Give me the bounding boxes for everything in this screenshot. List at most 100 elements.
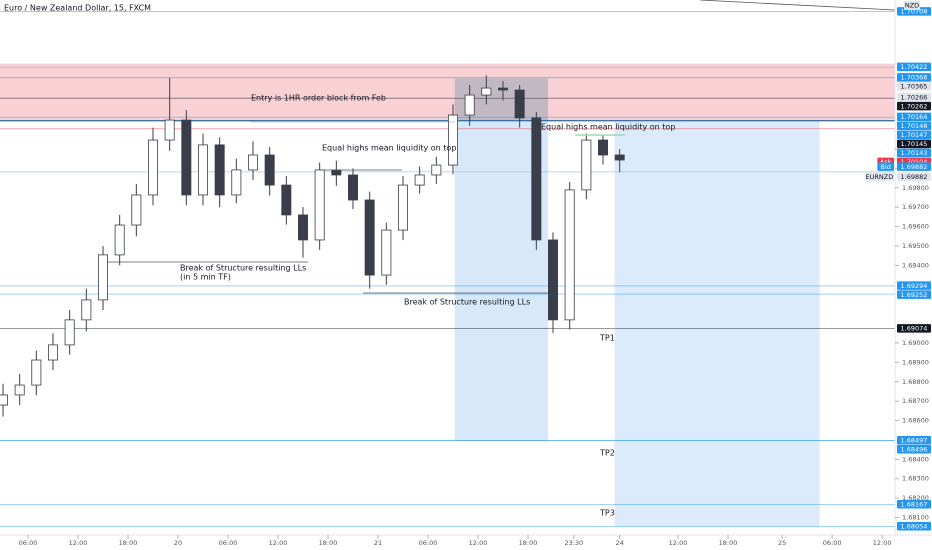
candle-body <box>31 359 42 386</box>
annotation: Break of Structure resulting LLs <box>180 264 306 273</box>
levels <box>0 11 895 527</box>
candle-body <box>431 164 442 176</box>
y-tick-label: 1.69400 <box>902 261 929 269</box>
candle-body <box>298 214 308 241</box>
price-label-box <box>897 500 931 509</box>
price-label-box <box>897 324 931 333</box>
chart-title: Euro / New Zealand Dollar, 15, FXCM <box>4 4 151 13</box>
x-tick-label: 18:00 <box>519 539 538 547</box>
x-tick-label: 06:00 <box>823 539 842 547</box>
price-label: 1.70164 <box>901 113 928 121</box>
price-label-box <box>897 521 931 531</box>
y-tick-label: 1.68800 <box>902 378 929 386</box>
candle-body <box>531 117 542 241</box>
candle-body <box>64 319 75 346</box>
price-label-box <box>897 62 931 72</box>
price-label: 1.70148 <box>901 122 928 130</box>
tp-label: TP2 <box>599 449 615 458</box>
candle-body <box>548 239 558 321</box>
price-axis: 1.700001.699001.698001.697001.696001.695… <box>19 7 931 547</box>
candles <box>0 75 625 417</box>
price-label-box <box>897 148 931 158</box>
annotation: Break of Structure resulting LLs <box>404 298 530 307</box>
price-tag-box <box>864 172 894 181</box>
price-label: 1.68497 <box>901 437 928 445</box>
candle-body <box>248 154 258 171</box>
tp-label: TP3 <box>599 509 615 518</box>
price-tag: Bid <box>880 163 890 171</box>
candle-body <box>264 154 275 186</box>
price-label-box <box>897 112 931 122</box>
candle-body <box>164 119 175 141</box>
candle-body <box>81 299 92 321</box>
price-label: 1.69294 <box>901 282 928 290</box>
candle-body <box>131 194 142 226</box>
candle-body <box>181 119 192 196</box>
price-label: 1.68496 <box>901 446 928 454</box>
candle-body <box>98 254 108 301</box>
price-tag-box <box>877 162 894 171</box>
price-label-box <box>897 162 931 171</box>
price-label: 1.70262 <box>901 102 928 110</box>
candle-body <box>0 394 8 406</box>
candle-body <box>498 87 508 91</box>
price-label-box <box>897 436 931 445</box>
price-label: 1.70365 <box>901 83 928 91</box>
candle-body <box>148 139 158 196</box>
price-label-box <box>897 101 931 111</box>
annotation: (in 5 min TF) <box>180 273 231 282</box>
candle-body <box>14 384 25 396</box>
y-tick-label: 1.69700 <box>902 203 929 211</box>
candle-body <box>398 184 408 231</box>
price-label: 1.69882 <box>901 163 928 171</box>
y-tick-label: 1.68600 <box>902 417 929 425</box>
candle-body <box>331 169 342 176</box>
price-label-box <box>897 290 931 299</box>
x-tick-label: 12:00 <box>669 539 688 547</box>
candle-body <box>314 169 325 241</box>
candle-body <box>48 344 58 361</box>
x-tick-label: 12:00 <box>69 539 88 547</box>
candle-body <box>348 174 358 201</box>
price-label-box <box>897 445 931 454</box>
price-label: 1.70104 <box>901 158 928 166</box>
trend-line <box>699 0 896 11</box>
y-tick-label: 1.68400 <box>902 455 929 463</box>
x-tick-label: 18:00 <box>319 539 338 547</box>
tp-label: TP1 <box>599 334 615 343</box>
currency-label: NZD <box>905 2 919 10</box>
x-tick-label: 06:00 <box>419 539 438 547</box>
y-tick-label: 1.69800 <box>902 184 929 192</box>
candle-body <box>581 139 592 191</box>
candle-body <box>214 144 225 196</box>
price-label: 1.70368 <box>901 74 928 82</box>
price-tag: Ask <box>880 158 892 166</box>
y-tick-label: 1.68900 <box>902 358 929 366</box>
annotation: Equal highs mean liquidity on top <box>322 144 456 153</box>
price-label: 1.68054 <box>901 522 928 530</box>
price-label-box <box>897 172 931 181</box>
candle-body <box>381 229 392 276</box>
annotation: Entry is 1HR order block from Feb <box>251 94 386 103</box>
currency-badge <box>904 1 920 10</box>
x-tick-label: 12:00 <box>469 539 488 547</box>
y-tick-label: 1.68100 <box>902 514 929 522</box>
price-label: 1.68167 <box>901 501 928 509</box>
x-tick-label: 20 <box>174 539 182 547</box>
y-tick-label: 1.68200 <box>902 494 929 502</box>
x-tick-label: 24 <box>616 539 624 547</box>
price-label-box <box>897 82 931 91</box>
price-label-box <box>897 130 931 140</box>
price-label-box <box>897 281 931 290</box>
price-label: 1.69074 <box>901 325 928 333</box>
price-label-box <box>897 121 931 131</box>
x-tick-label: 23:30 <box>564 539 583 547</box>
candle-body <box>281 184 292 216</box>
x-tick-label: 06:00 <box>19 539 38 547</box>
price-label: 1.70145 <box>901 140 928 148</box>
price-label: 1.69252 <box>901 291 928 299</box>
annotation: Equal highs mean liquidity on top <box>541 123 675 132</box>
candle-body <box>448 114 458 166</box>
candle-body <box>414 174 425 186</box>
